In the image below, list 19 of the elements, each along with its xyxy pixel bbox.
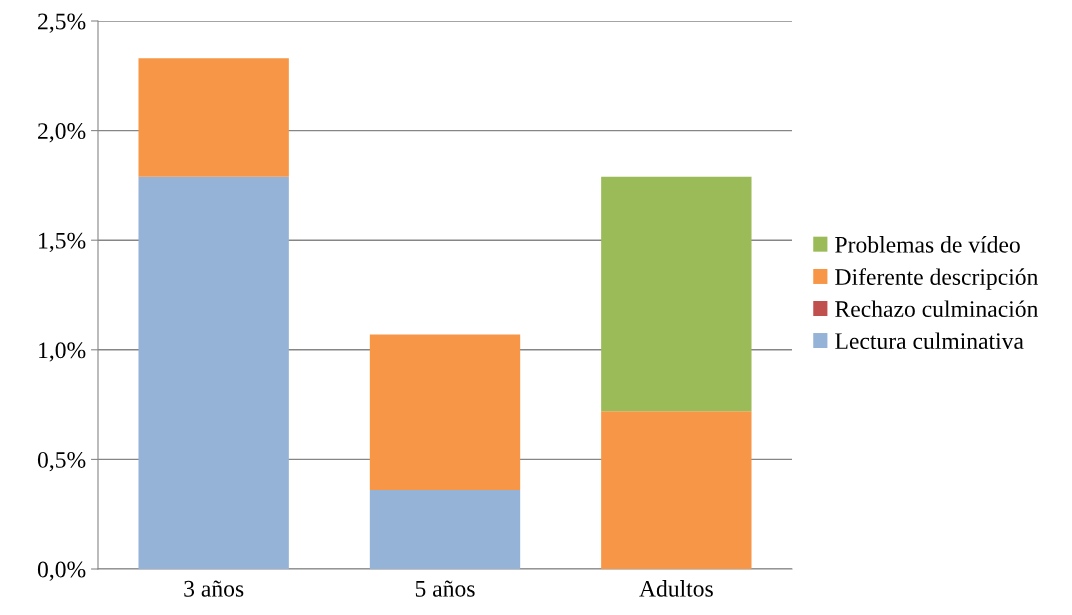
- legend-label: Problemas de vídeo: [835, 236, 1020, 253]
- bar: [138, 58, 289, 177]
- x-tick-label: Adultos: [639, 580, 713, 597]
- bar: [138, 176, 289, 569]
- x-tick-label: 3 años: [184, 580, 244, 597]
- y-tick-label: 2,0%: [38, 123, 86, 143]
- legend-label: Diferente descripción: [835, 268, 1039, 290]
- y-tick-label: 2,5%: [38, 13, 86, 33]
- bar: [369, 490, 521, 569]
- bar: [601, 176, 752, 412]
- legend-label: Rechazo culminación: [835, 300, 1039, 318]
- y-tick-label: 0,5%: [37, 451, 86, 472]
- y-tick-label: 1,0%: [39, 342, 86, 362]
- bar: [601, 411, 752, 569]
- bar: [369, 334, 521, 491]
- x-tick-label: 5 años: [415, 580, 475, 597]
- y-tick-label: 0,0%: [37, 561, 86, 581]
- legend-label: Lectura culminativa: [835, 332, 1024, 350]
- y-tick-label: 1,5%: [39, 232, 86, 253]
